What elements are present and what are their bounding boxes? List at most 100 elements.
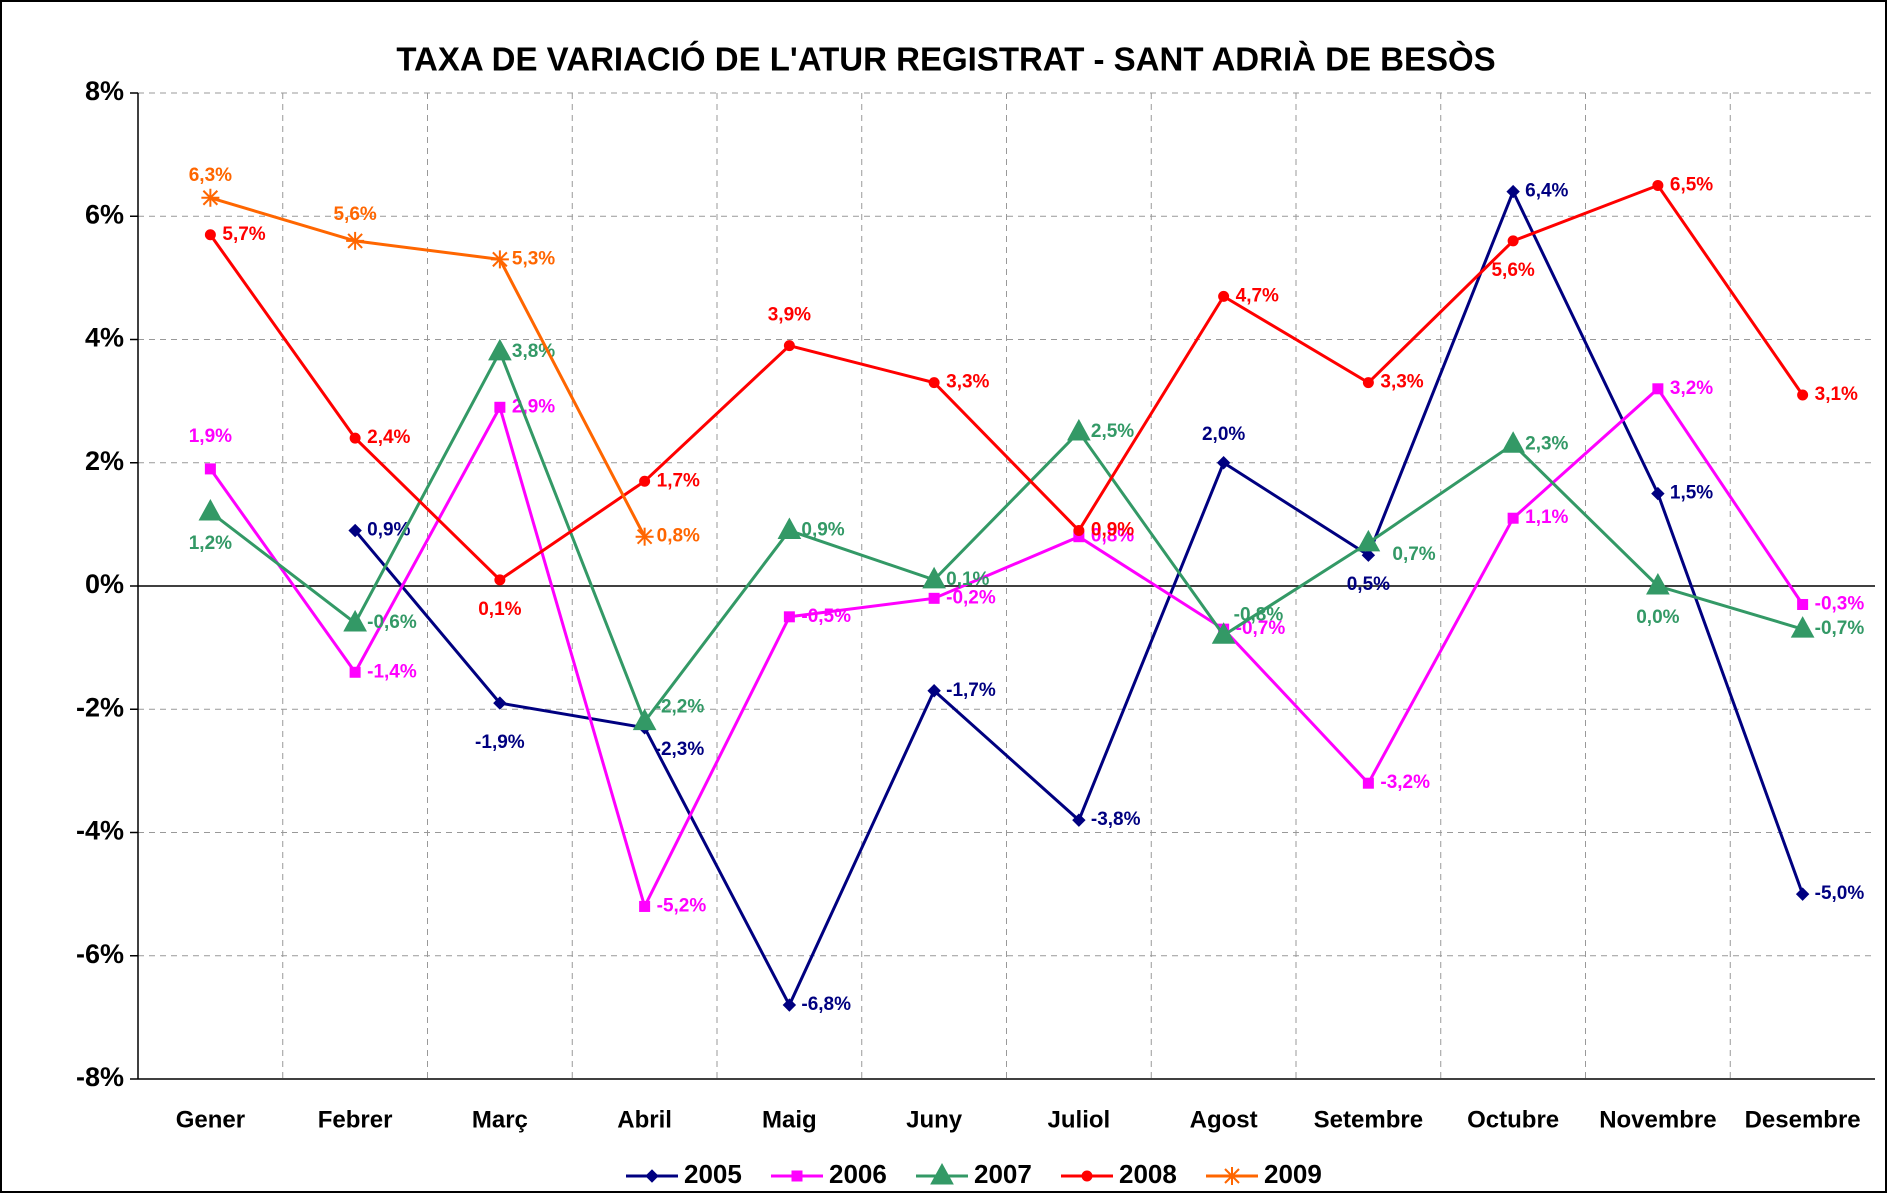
marker-diamond — [1506, 184, 1520, 199]
marker-star-stroke — [347, 233, 363, 249]
marker-circle — [1507, 235, 1519, 247]
x-tick-label: Juny — [906, 1106, 963, 1133]
y-tick-label: -2% — [76, 692, 124, 722]
marker-circle — [1362, 377, 1374, 389]
marker-circle — [928, 377, 940, 389]
data-label: 5,6% — [333, 204, 376, 225]
data-label: -0,2% — [946, 587, 996, 608]
marker-square — [783, 611, 795, 623]
marker-diamond — [645, 1169, 659, 1183]
y-tick-label: 2% — [85, 446, 124, 476]
data-label: -0,7% — [1236, 618, 1286, 639]
data-label: 0,1% — [946, 569, 989, 590]
series-line — [209, 386, 1804, 911]
marker-star-stroke — [1224, 1168, 1240, 1184]
marker-star — [201, 188, 220, 207]
data-label: -0,3% — [1815, 594, 1865, 615]
marker-diamond — [1216, 456, 1231, 470]
marker-diamond — [782, 998, 797, 1012]
data-label: 6,4% — [1525, 181, 1568, 202]
data-label: 5,7% — [222, 224, 265, 245]
marker-triangle — [1067, 418, 1091, 441]
marker-square — [791, 1170, 803, 1182]
x-tick-label: Gener — [176, 1106, 245, 1133]
data-label: -0,8% — [1234, 604, 1284, 625]
data-label: 1,5% — [1670, 483, 1713, 504]
marker-star — [490, 250, 509, 269]
x-tick-label: Abril — [617, 1106, 672, 1133]
y-tick-label: -8% — [76, 1062, 124, 1092]
marker-square — [639, 900, 651, 912]
marker-circle — [1218, 290, 1230, 302]
data-label: -1,9% — [475, 732, 525, 753]
marker-star-stroke — [202, 190, 219, 206]
data-label: 2,3% — [1525, 433, 1568, 454]
marker-square — [1797, 598, 1809, 610]
marker-circle — [783, 340, 795, 352]
marker-diamond — [1361, 548, 1376, 562]
data-label: 0,5% — [1347, 574, 1390, 595]
marker-square — [494, 401, 506, 413]
marker-diamond — [1795, 887, 1810, 901]
marker-star-stroke — [636, 528, 653, 545]
data-label: -1,7% — [946, 680, 996, 701]
x-tick-label: Novembre — [1599, 1106, 1716, 1133]
data-label: 0,1% — [478, 599, 521, 620]
legend-label: 2008 — [1119, 1159, 1177, 1189]
marker-triangle — [343, 609, 367, 632]
marker-star — [1223, 1167, 1241, 1185]
y-tick-label: 6% — [85, 199, 124, 229]
data-label: -0,7% — [1815, 618, 1865, 639]
x-tick-label: Desembre — [1745, 1106, 1861, 1133]
marker-circle — [494, 574, 506, 586]
chart-title: TAXA DE VARIACIÓ DE L'ATUR REGISTRAT - S… — [396, 41, 1495, 78]
data-label: 1,9% — [189, 426, 232, 447]
data-label: 6,3% — [189, 165, 232, 186]
data-label: 3,1% — [1815, 384, 1858, 405]
data-label: -3,8% — [1091, 809, 1141, 830]
data-label: 2,5% — [1091, 421, 1134, 442]
marker-square — [1507, 512, 1519, 524]
x-tick-label: Setembre — [1314, 1106, 1423, 1133]
y-tick-label: -6% — [76, 939, 124, 969]
series-line — [209, 183, 1804, 582]
marker-square — [1652, 383, 1664, 395]
data-label: 2,4% — [367, 427, 410, 448]
data-label: -2,2% — [655, 697, 705, 718]
marker-square — [1362, 777, 1374, 789]
x-tick-label: Agost — [1190, 1106, 1258, 1133]
data-label: 0,8% — [1091, 526, 1134, 547]
legend-label: 2007 — [974, 1159, 1032, 1189]
x-tick-label: Febrer — [318, 1106, 393, 1133]
marker-triangle — [1211, 622, 1236, 644]
data-label: -0,5% — [801, 606, 851, 627]
marker-circle — [204, 229, 216, 241]
marker-diamond — [1072, 813, 1086, 827]
marker-star — [635, 527, 654, 546]
marker-triangle — [922, 566, 946, 589]
marker-diamond — [927, 684, 941, 698]
data-label: 0,8% — [657, 526, 700, 547]
marker-diamond — [1651, 486, 1665, 501]
marker-circle — [1652, 179, 1664, 191]
x-tick-label: Juliol — [1048, 1106, 1111, 1133]
marker-triangle — [488, 338, 512, 361]
marker-triangle — [1646, 572, 1670, 595]
marker-triangle — [1501, 431, 1525, 453]
marker-diamond — [348, 523, 362, 538]
y-tick-label: 4% — [85, 323, 124, 353]
data-label: 5,3% — [512, 248, 555, 269]
marker-circle — [1797, 389, 1809, 401]
data-label: -2,3% — [655, 739, 705, 760]
marker-circle — [1073, 525, 1085, 537]
y-tick-label: 8% — [85, 76, 124, 106]
legend-label: 2006 — [829, 1159, 887, 1189]
series-line — [209, 196, 646, 538]
marker-triangle — [777, 517, 802, 540]
data-label: 0,0% — [1636, 607, 1679, 628]
data-label: -0,6% — [367, 612, 417, 633]
data-label: -1,4% — [367, 661, 417, 682]
data-label: -6,8% — [801, 994, 851, 1015]
marker-square — [204, 463, 216, 475]
